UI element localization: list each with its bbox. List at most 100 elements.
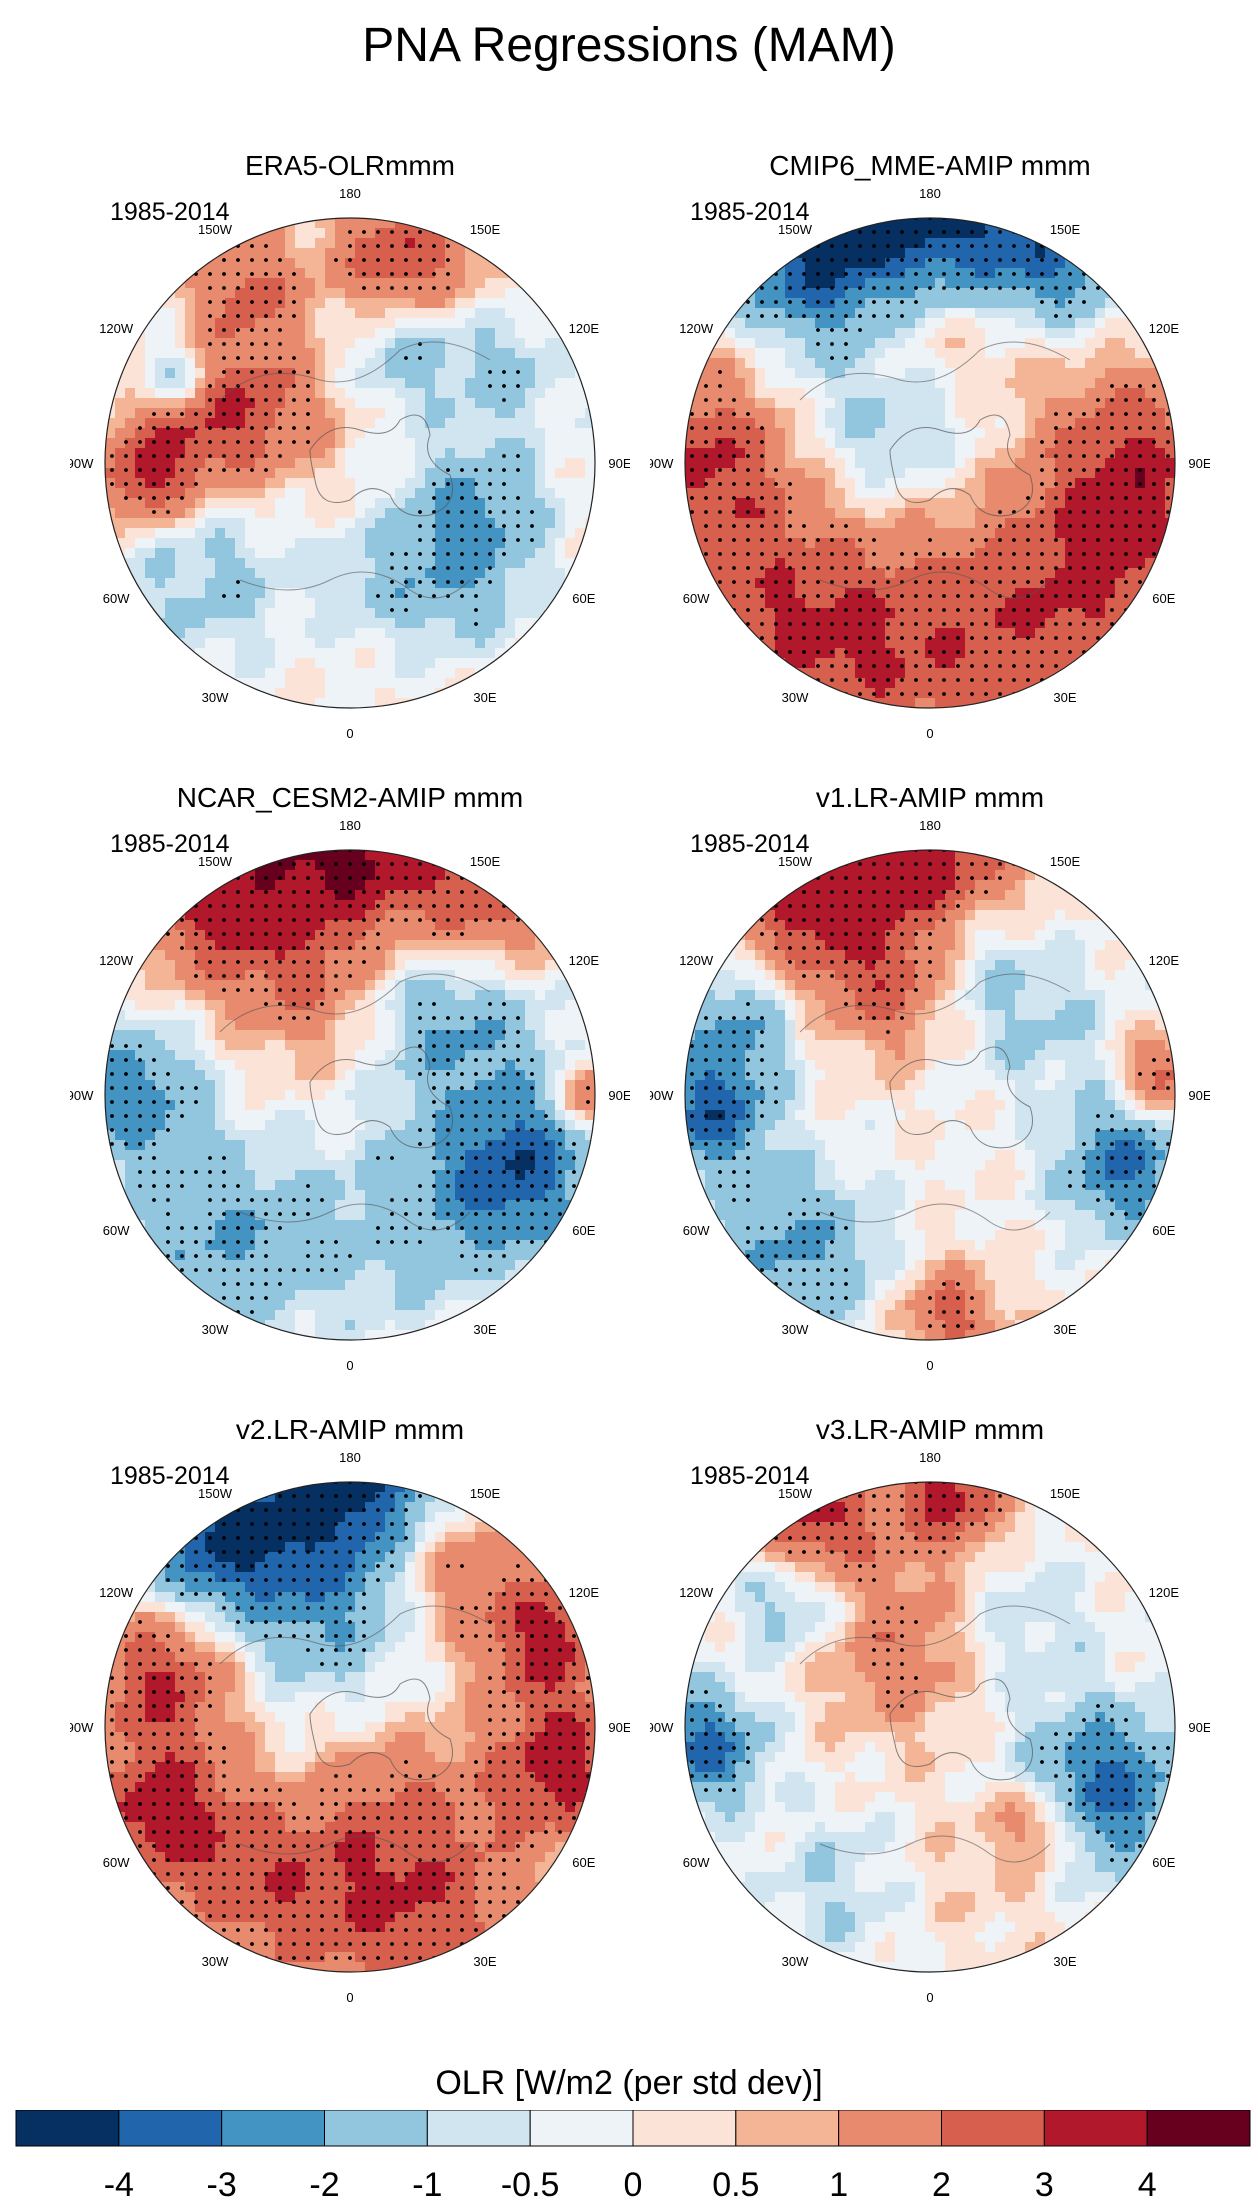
longitude-label: 60E [572,1855,595,1870]
panel-title: NCAR_CESM2-AMIP mmm [176,782,524,813]
polar-map: 180 150E 120E 90E 60E 30E 0 30W 60W 90W 120W 150W [650,186,1210,741]
longitude-label: 30E [473,1322,496,1337]
longitude-label: 30E [1053,690,1076,705]
colorbar-tick-label: -0.5 [501,2166,560,2204]
longitude-label: 60E [572,1223,595,1238]
period-label: 1985-2014 [110,198,230,226]
polar-map: 180 150E 120E 90E 60E 30E 0 30W 60W 90W 120W 150W [70,186,630,741]
colorbar-segment [1043,2110,1148,2147]
longitude-label: 180 [339,186,361,201]
longitude-label: 90W [650,456,674,471]
longitude-label: 30W [202,1954,229,1969]
longitude-label: 150W [198,854,233,869]
colorbar-segment [529,2110,634,2147]
longitude-label: 90E [608,1720,630,1735]
period-label: 1985-2014 [110,1462,230,1490]
colorbar-segment [15,2110,120,2147]
longitude-label: 180 [339,818,361,833]
panel-title: v3.LR-AMIP mmm [815,1414,1045,1445]
map-boundary [684,1481,1176,1973]
panel-era5: ERA5-OLRmmm 1985-2014 180 150E 120E 90E 60E 3… [70,150,630,750]
longitude-label: 120E [1149,321,1180,336]
longitude-label: 30E [473,1954,496,1969]
colorbar-segment [221,2110,326,2147]
longitude-label: 60W [683,591,710,606]
longitude-label: 90E [1188,456,1210,471]
polar-map: 180 150E 120E 90E 60E 30E 0 30W 60W 90W 120W 150W [650,1450,1210,2005]
longitude-label: 120E [1149,953,1180,968]
map-boundary [684,217,1176,709]
colorbar-tick-label: 0.5 [712,2166,759,2204]
longitude-label: 150W [198,1486,233,1501]
colorbar-tick-label: 0 [624,2166,643,2204]
longitude-label: 0 [926,726,933,741]
panel-cmip6: CMIP6_MME-AMIP mmm 1985-2014 180 150E 120E… [650,150,1210,750]
longitude-label: 150E [470,854,501,869]
longitude-label: 0 [346,1358,353,1373]
colorbar-tick-label: -4 [104,2166,134,2204]
longitude-label: 90W [70,1088,94,1103]
longitude-label: 30W [782,1954,809,1969]
period-label: 1985-2014 [690,198,810,226]
colorbar-segment [735,2110,840,2147]
longitude-label: 90E [1188,1088,1210,1103]
longitude-label: 180 [919,818,941,833]
longitude-label: 120E [1149,1585,1180,1600]
longitude-label: 60E [1152,1223,1175,1238]
longitude-label: 0 [346,726,353,741]
longitude-label: 120W [99,953,134,968]
longitude-label: 0 [926,1990,933,2005]
longitude-label: 90E [608,456,630,471]
longitude-label: 30W [782,690,809,705]
longitude-label: 180 [339,1450,361,1465]
longitude-label: 0 [926,1358,933,1373]
period-label: 1985-2014 [690,1462,810,1490]
colorbar-title: OLR [W/m2 (per std dev)] [435,2064,823,2102]
longitude-label: 120W [679,321,714,336]
panel-title: v2.LR-AMIP mmm [235,1414,465,1445]
longitude-label: 60E [1152,1855,1175,1870]
map-boundary [684,849,1176,1341]
colorbar-tick-label: -3 [207,2166,237,2204]
panel-cesm2: NCAR_CESM2-AMIP mmm 1985-2014 180 150E 120… [70,782,630,1382]
colorbar-tick-label: 1 [829,2166,848,2204]
colorbar: -4 -3 -2 -1 -0.5 0 0.5 1 2 3 4 [15,2110,1251,2204]
longitude-label: 150W [778,222,813,237]
longitude-label: 30E [473,690,496,705]
colorbar-segment [426,2110,531,2147]
longitude-label: 30W [782,1322,809,1337]
colorbar-tick-label: 2 [932,2166,951,2204]
longitude-label: 120W [99,321,134,336]
panel-v1: v1.LR-AMIP mmm 1985-2014 180 150E 120E 90E 6… [650,782,1210,1382]
longitude-label: 60W [103,591,130,606]
olr-field [105,850,595,1340]
longitude-label: 0 [346,1990,353,2005]
longitude-label: 120E [569,1585,600,1600]
longitude-label: 150W [198,222,233,237]
longitude-label: 60W [103,1223,130,1238]
longitude-label: 30W [202,690,229,705]
period-label: 1985-2014 [690,830,810,858]
longitude-label: 150W [778,854,813,869]
colorbar-segment [118,2110,223,2147]
longitude-label: 90W [650,1720,674,1735]
olr-field [685,1482,1175,1972]
longitude-label: 150E [470,1486,501,1501]
longitude-label: 150E [1050,222,1081,237]
longitude-label: 120E [569,321,600,336]
longitude-label: 90E [608,1088,630,1103]
longitude-label: 90W [650,1088,674,1103]
longitude-label: 60E [1152,591,1175,606]
longitude-label: 150E [470,222,501,237]
panel-title: CMIP6_MME-AMIP mmm [769,150,1091,181]
colorbar-segment [1146,2110,1251,2147]
colorbar-tick-label: -1 [412,2166,442,2204]
colorbar-segment [838,2110,943,2147]
colorbar-tick-label: 3 [1035,2166,1054,2204]
longitude-label: 90W [70,456,94,471]
longitude-label: 30E [1053,1322,1076,1337]
panel-v3: v3.LR-AMIP mmm 1985-2014 180 150E 120E 90E 6… [650,1414,1210,2014]
longitude-label: 30W [202,1322,229,1337]
longitude-label: 60E [572,591,595,606]
longitude-label: 60W [683,1223,710,1238]
